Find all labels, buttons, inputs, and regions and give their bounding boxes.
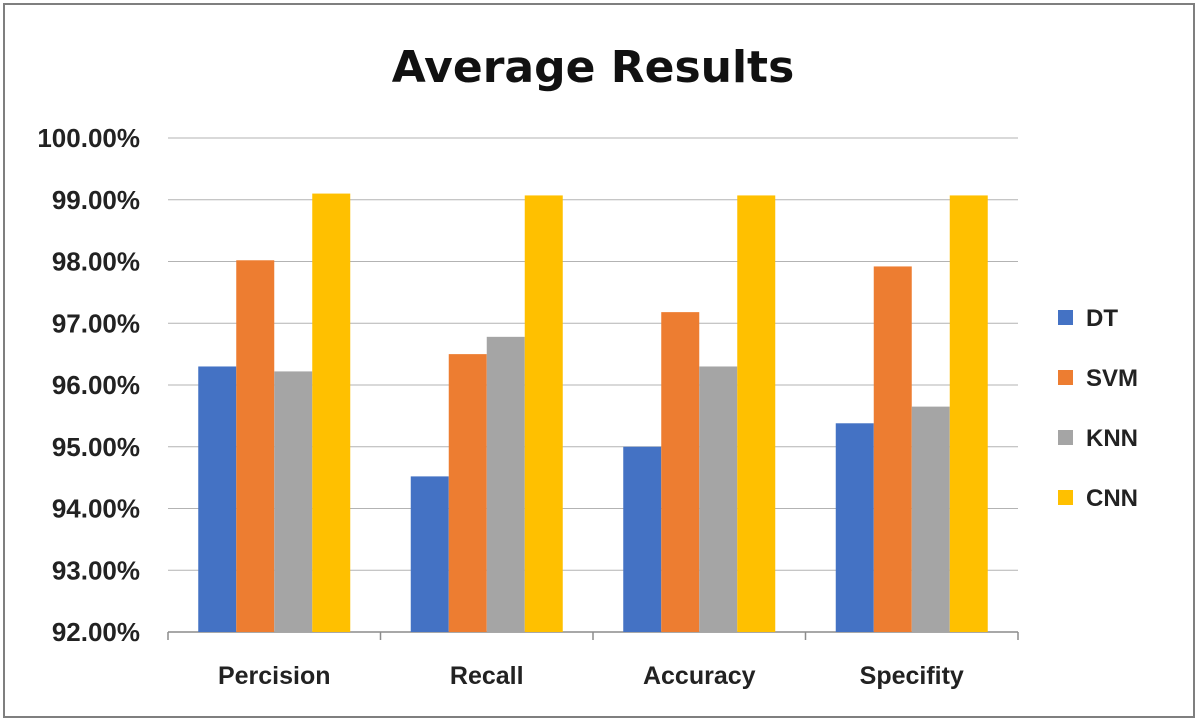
bar-knn-specifity: [911, 406, 950, 632]
bar-cnn-recall: [524, 195, 563, 633]
y-tick-label: 97.00%: [52, 308, 140, 338]
bar-dt-percision: [198, 366, 237, 632]
bar-cnn-accuracy: [737, 195, 776, 633]
x-axis-ticks: Percision Recall Accuracy Specifity: [218, 662, 964, 690]
x-tick-label: Accuracy: [643, 662, 756, 690]
x-tick-label: Percision: [218, 662, 331, 690]
x-tick-label: Recall: [450, 662, 524, 690]
bar-svm-specifity: [873, 266, 912, 632]
bar-cnn-percision: [312, 193, 351, 632]
legend-label-svm: SVM: [1086, 365, 1138, 392]
bar-knn-percision: [274, 371, 313, 632]
x-tick-label: Specifity: [860, 662, 964, 690]
bar-dt-recall: [410, 476, 449, 632]
y-tick-label: 99.00%: [52, 185, 140, 215]
bar-svm-accuracy: [661, 312, 700, 632]
bar-dt-accuracy: [623, 446, 662, 632]
y-tick-label: 92.00%: [52, 617, 140, 647]
legend-label-cnn: CNN: [1086, 485, 1138, 512]
bar-dt-specifity: [835, 423, 874, 632]
legend-swatch-svm: [1058, 370, 1073, 385]
bar-cnn-specifity: [949, 195, 988, 633]
y-tick-label: 96.00%: [52, 370, 140, 400]
bars: [198, 193, 988, 633]
legend-label-knn: KNN: [1086, 425, 1138, 452]
chart-title: Average Results: [392, 42, 795, 93]
legend-label-dt: DT: [1086, 305, 1118, 332]
bar-knn-recall: [486, 336, 525, 632]
y-tick-label: 98.00%: [52, 247, 140, 277]
bar-svm-recall: [448, 354, 487, 632]
legend-swatch-cnn: [1058, 490, 1073, 505]
legend-swatch-knn: [1058, 430, 1073, 445]
y-tick-label: 95.00%: [52, 432, 140, 462]
legend: DT SVM KNN CNN: [1058, 305, 1138, 512]
bar-knn-accuracy: [699, 366, 738, 632]
y-tick-label: 94.00%: [52, 494, 140, 524]
legend-swatch-dt: [1058, 310, 1073, 325]
y-tick-label: 93.00%: [52, 555, 140, 585]
y-tick-label: 100.00%: [37, 123, 140, 153]
bar-svm-percision: [236, 260, 275, 632]
y-axis-ticks: 92.00% 93.00% 94.00% 95.00% 96.00% 97.00% 98.0…: [37, 123, 140, 647]
